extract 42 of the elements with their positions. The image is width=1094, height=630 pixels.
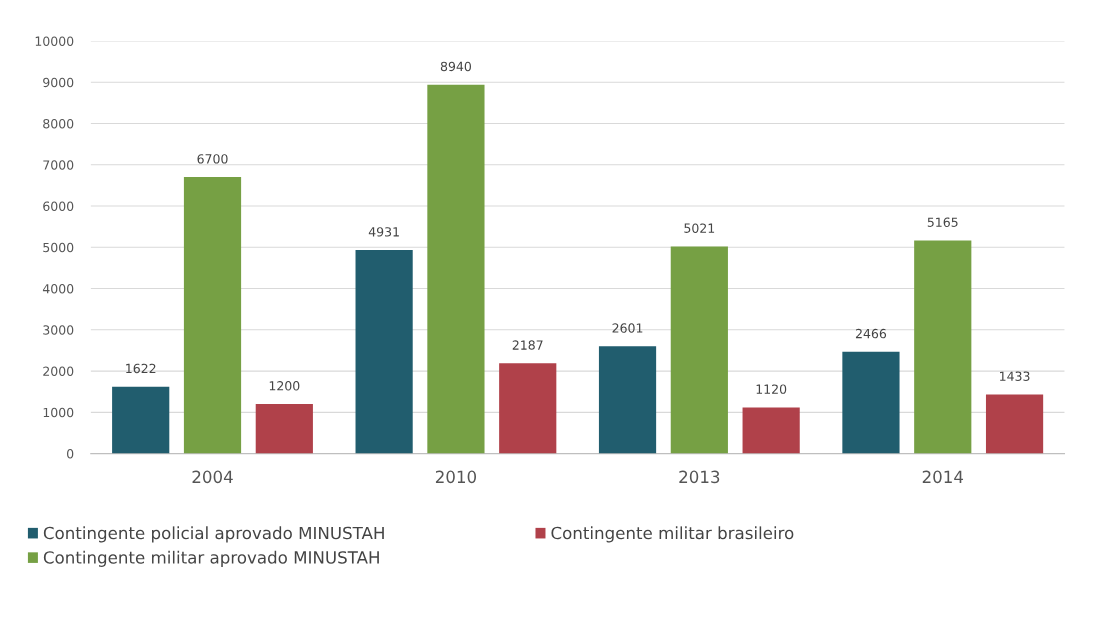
y-tick-label: 3000 <box>43 325 74 335</box>
x-tick-label: 2010 <box>435 470 477 484</box>
y-tick-label: 4000 <box>42 284 74 294</box>
data-label: 1433 <box>1000 371 1030 381</box>
data-label: 2187 <box>512 340 543 350</box>
legend-label: Contingente policial aprovado MINUSTAH <box>43 526 384 543</box>
bar <box>255 404 313 454</box>
bar <box>355 250 413 454</box>
y-tick-label: 5000 <box>43 242 74 253</box>
y-tick-label: 6000 <box>43 201 74 211</box>
y-tick-label: 2000 <box>43 366 74 376</box>
x-tick-label: 2004 <box>192 470 233 484</box>
legend-label: Contingente militar brasileiro <box>551 526 794 543</box>
x-tick-label: 2014 <box>922 470 964 484</box>
y-tick-label: 9000 <box>43 77 74 88</box>
data-label: 1622 <box>126 363 156 374</box>
bar <box>183 177 242 454</box>
y-tick-label: 0 <box>67 449 74 459</box>
bar <box>914 240 972 454</box>
bar <box>598 346 657 454</box>
bar <box>842 351 900 454</box>
data-label: 5165 <box>927 217 958 227</box>
y-tick-label: 10000 <box>35 36 74 46</box>
data-label: 4931 <box>368 227 399 237</box>
bar <box>112 386 170 454</box>
bar <box>499 363 557 454</box>
data-label: 5021 <box>684 223 715 233</box>
bar <box>427 84 485 454</box>
data-label: 8940 <box>440 61 471 72</box>
bar <box>742 407 800 454</box>
data-label: 2601 <box>612 323 643 333</box>
y-tick-label: 7000 <box>43 160 74 170</box>
y-tick-label: 1000 <box>43 407 74 418</box>
bar <box>670 246 728 454</box>
x-tick-label: 2013 <box>679 470 720 484</box>
y-tick-label: 8000 <box>43 118 74 129</box>
legend-label: Contingente militar aprovado MINUSTAH <box>43 550 379 567</box>
data-label: 6700 <box>197 154 228 164</box>
bar <box>985 394 1044 454</box>
data-label: 1200 <box>269 381 300 391</box>
data-label: 1120 <box>756 384 787 394</box>
data-label: 2466 <box>855 328 887 339</box>
